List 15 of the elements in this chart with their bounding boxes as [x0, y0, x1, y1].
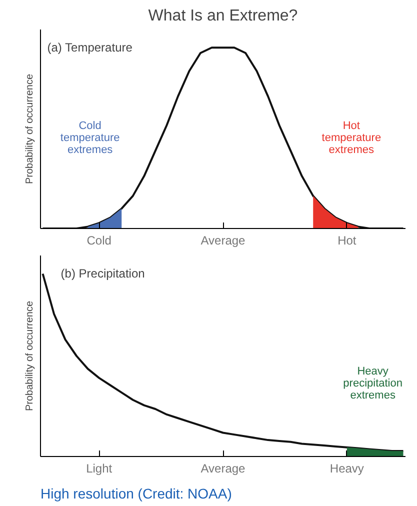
x-tick-label: Hot [338, 234, 357, 248]
x-tick-label: Average [200, 234, 246, 248]
x-tick-label: Average [200, 462, 246, 476]
text: High resolution (Credit: NOAA) [40, 486, 232, 502]
annotation: Cold temperature extremes [60, 120, 120, 156]
annotation: Hot temperature extremes [322, 120, 382, 156]
chart-subtitle: (a) Temperature [47, 40, 133, 54]
x-tick-label: Cold [86, 234, 112, 248]
chart-subtitle: (b) Precipitation [60, 266, 145, 280]
chart-title: What Is an Extreme? [148, 8, 298, 24]
y-axis-title: Probability of occurrence [24, 300, 36, 412]
x-tick-label: Light [86, 462, 113, 476]
x-tick-label: Heavy [330, 462, 364, 476]
annotation: Heavy precipitation extremes [343, 366, 402, 402]
y-axis-title: Probability of occurrence [24, 74, 36, 184]
